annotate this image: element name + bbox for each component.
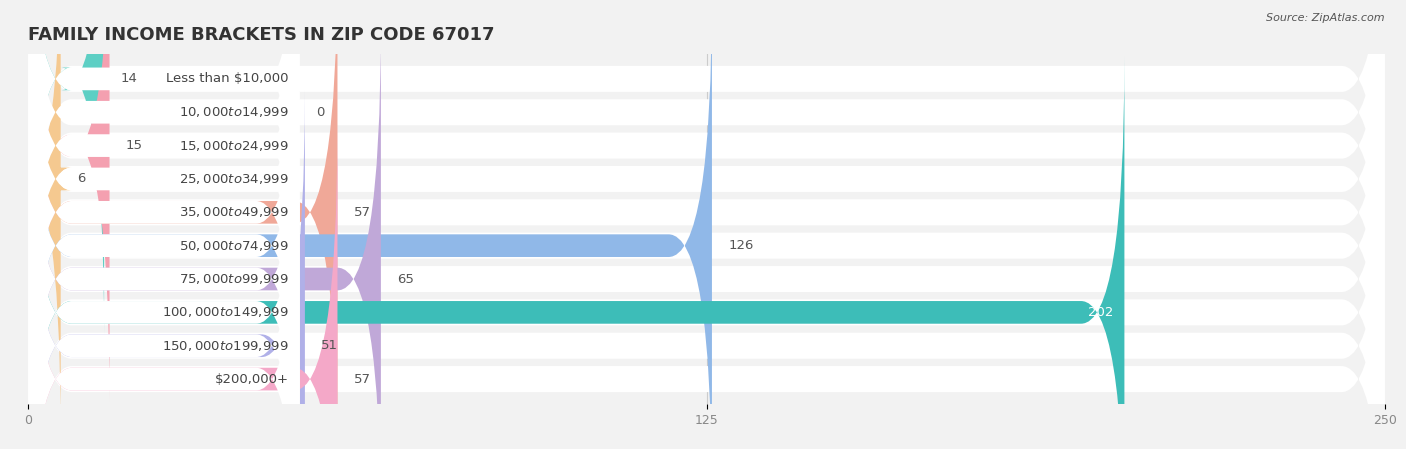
- Text: 65: 65: [396, 273, 413, 286]
- Text: FAMILY INCOME BRACKETS IN ZIP CODE 67017: FAMILY INCOME BRACKETS IN ZIP CODE 67017: [28, 26, 495, 44]
- Text: $15,000 to $24,999: $15,000 to $24,999: [179, 139, 288, 153]
- Text: 14: 14: [121, 72, 138, 85]
- FancyBboxPatch shape: [28, 0, 299, 335]
- FancyBboxPatch shape: [28, 92, 1385, 449]
- FancyBboxPatch shape: [28, 0, 1385, 449]
- FancyBboxPatch shape: [28, 58, 1385, 449]
- Text: $100,000 to $149,999: $100,000 to $149,999: [162, 305, 288, 319]
- FancyBboxPatch shape: [28, 0, 299, 368]
- FancyBboxPatch shape: [28, 0, 1385, 400]
- Text: $35,000 to $49,999: $35,000 to $49,999: [179, 205, 288, 219]
- Text: 57: 57: [354, 373, 371, 386]
- FancyBboxPatch shape: [28, 90, 299, 449]
- FancyBboxPatch shape: [28, 0, 299, 449]
- FancyBboxPatch shape: [28, 0, 1385, 366]
- Text: 0: 0: [316, 106, 325, 119]
- FancyBboxPatch shape: [28, 0, 104, 335]
- FancyBboxPatch shape: [28, 0, 1385, 449]
- FancyBboxPatch shape: [28, 0, 337, 449]
- Text: 126: 126: [728, 239, 754, 252]
- FancyBboxPatch shape: [28, 123, 299, 449]
- FancyBboxPatch shape: [28, 0, 711, 449]
- FancyBboxPatch shape: [28, 0, 299, 401]
- FancyBboxPatch shape: [17, 0, 72, 435]
- Text: $10,000 to $14,999: $10,000 to $14,999: [179, 105, 288, 119]
- FancyBboxPatch shape: [28, 90, 305, 449]
- FancyBboxPatch shape: [28, 23, 381, 449]
- Text: Source: ZipAtlas.com: Source: ZipAtlas.com: [1267, 13, 1385, 23]
- FancyBboxPatch shape: [28, 125, 1385, 449]
- Text: 51: 51: [321, 339, 339, 352]
- FancyBboxPatch shape: [28, 123, 337, 449]
- Text: $150,000 to $199,999: $150,000 to $199,999: [162, 339, 288, 353]
- FancyBboxPatch shape: [28, 0, 1385, 333]
- Text: 15: 15: [125, 139, 143, 152]
- FancyBboxPatch shape: [28, 0, 299, 449]
- Text: 57: 57: [354, 206, 371, 219]
- FancyBboxPatch shape: [28, 57, 1125, 449]
- FancyBboxPatch shape: [28, 25, 1385, 449]
- FancyBboxPatch shape: [28, 0, 110, 401]
- FancyBboxPatch shape: [28, 0, 1385, 433]
- Text: $75,000 to $99,999: $75,000 to $99,999: [179, 272, 288, 286]
- Text: 6: 6: [77, 172, 86, 185]
- Text: Less than $10,000: Less than $10,000: [166, 72, 288, 85]
- FancyBboxPatch shape: [28, 57, 299, 449]
- Text: $200,000+: $200,000+: [215, 373, 288, 386]
- Text: $50,000 to $74,999: $50,000 to $74,999: [179, 239, 288, 253]
- Text: 202: 202: [1088, 306, 1114, 319]
- FancyBboxPatch shape: [28, 0, 299, 435]
- Text: $25,000 to $34,999: $25,000 to $34,999: [179, 172, 288, 186]
- FancyBboxPatch shape: [28, 23, 299, 449]
